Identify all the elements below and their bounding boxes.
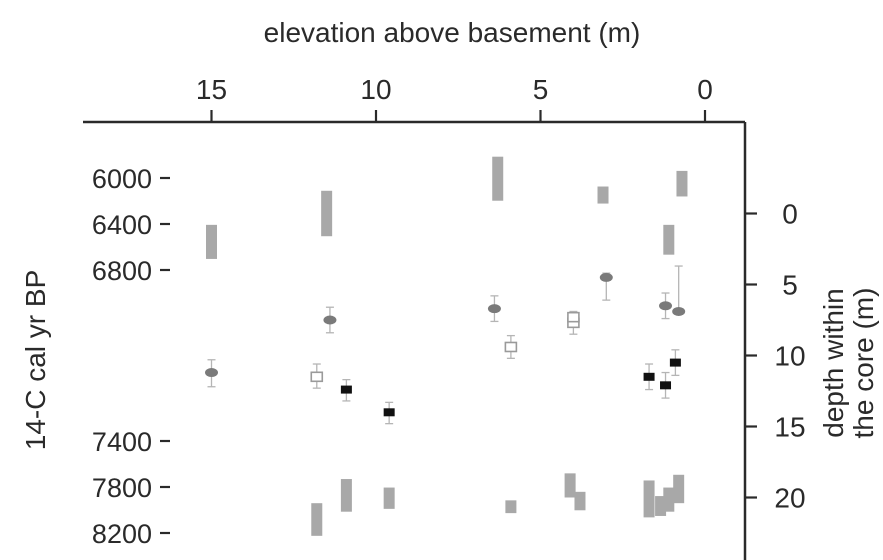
top-axis-ticks: 15 10 5 0 [196,74,713,122]
gray-ellipse-point [659,301,673,311]
age-range-bar [663,487,675,512]
age-range-bar [383,487,395,509]
left-tick-label: 6800 [92,256,152,286]
open-square-point [567,311,580,323]
right-tick-label: 10 [774,341,805,372]
black-square-point [643,372,655,381]
age-range-bar [311,503,323,536]
age-range-bar [673,474,685,504]
left-tick-label: 8200 [92,519,152,549]
left-axis-ticks: 6000 6400 6800 7400 7800 8200 [92,164,170,549]
black-square-point [660,381,672,390]
black-square-point [669,358,681,367]
gray-ellipse-point [672,306,686,316]
left-tick-label: 6000 [92,164,152,194]
right-tick-label: 15 [774,412,805,443]
open-square-point [310,371,324,383]
age-range-bar [505,500,517,514]
right-tick-label: 0 [782,199,798,230]
left-tick-label: 7400 [92,427,152,457]
black-square-point [383,408,395,417]
left-axis-title: 14-C cal yr BP [20,270,51,451]
age-range-bar [655,496,667,516]
plot-marks [205,156,688,536]
top-axis-title: elevation above basement (m) [264,17,641,48]
top-tick-label: 15 [196,74,227,105]
open-square-point [504,341,518,353]
age-range-bar [597,186,609,204]
black-square-point [340,385,352,394]
left-tick-label: 6400 [92,210,152,240]
age-range-bar [663,224,675,255]
age-range-bar [643,480,655,518]
right-axis-ticks: 0 5 10 15 20 [745,199,806,514]
gray-ellipse-point [599,272,613,282]
top-tick-label: 5 [533,74,549,105]
age-range-bar [206,224,217,259]
top-tick-label: 0 [697,74,713,105]
gray-ellipse-point [323,315,337,325]
age-range-bar [574,491,586,511]
top-tick-label: 10 [360,74,391,105]
gray-ellipse-point [487,304,501,314]
gray-ellipse-point [205,368,218,378]
age-range-bar [564,473,576,498]
age-range-bar [492,156,504,201]
right-tick-label: 20 [774,483,805,514]
age-range-bar [340,479,352,512]
left-tick-label: 7800 [92,473,152,503]
age-range-bar [321,190,333,237]
right-axis-title-line1: depth within [818,288,849,437]
right-tick-label: 5 [782,270,798,301]
age-range-bar [676,170,688,197]
right-axis-title-line2: the core (m) [848,288,879,439]
